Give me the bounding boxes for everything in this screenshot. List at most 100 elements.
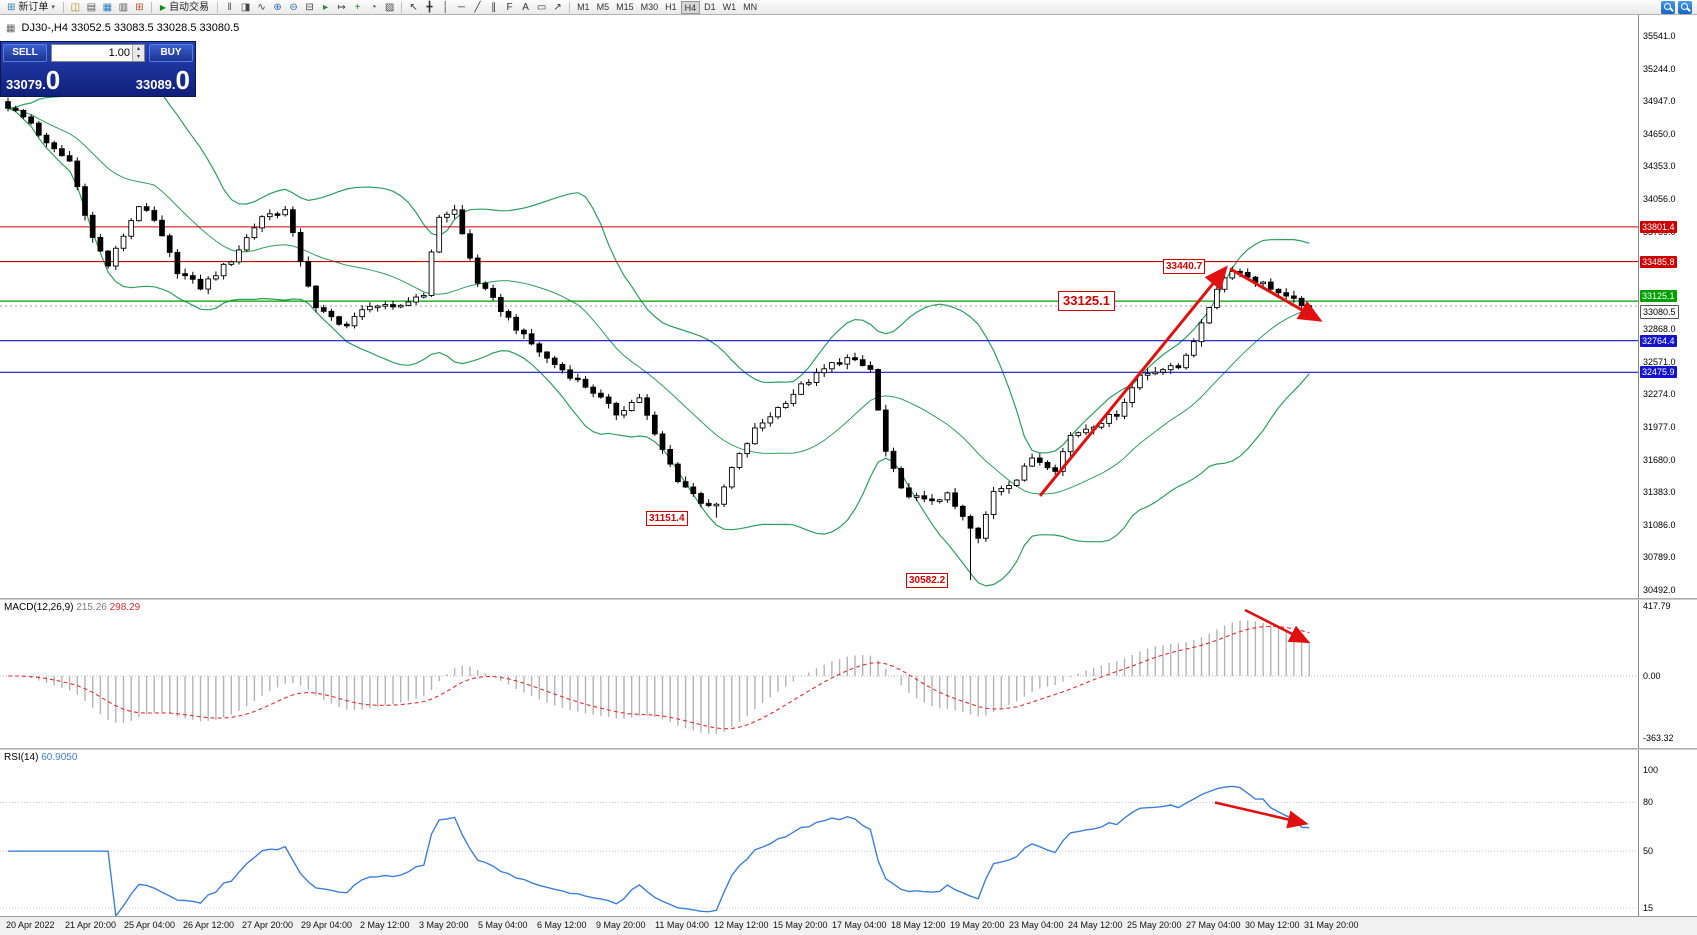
price-chart-canvas[interactable]: [0, 15, 1638, 598]
buy-price-main: 33089.: [135, 77, 176, 92]
time-label: 23 May 04:00: [1009, 920, 1064, 930]
vertical-line-icon[interactable]: │: [442, 1, 449, 13]
volume-stepper[interactable]: ▴ ▾: [132, 45, 144, 61]
autotrading-label: 自动交易: [169, 1, 210, 13]
time-label: 29 Apr 04:00: [301, 920, 353, 930]
channel-icon[interactable]: ∥: [491, 1, 497, 13]
time-label: 27 May 04:00: [1186, 920, 1241, 930]
panel-separator[interactable]: [0, 748, 1697, 750]
trendline-icon[interactable]: ╱: [474, 1, 481, 13]
price-tick: 34353.0: [1643, 161, 1676, 172]
timeframe-M5[interactable]: M5: [596, 1, 610, 12]
cursor-icon[interactable]: ↖: [409, 1, 418, 13]
buy-button[interactable]: BUY: [149, 44, 193, 62]
charts-window-icon[interactable]: ◫: [70, 1, 81, 13]
rsi-label: RSI(14) 60.9050: [4, 752, 77, 763]
price-tick: 30789.0: [1643, 552, 1676, 563]
horizontal-line-icon[interactable]: ─: [458, 1, 466, 13]
price-tick: 35244.0: [1643, 63, 1676, 74]
arrow-tool-icon[interactable]: ↗: [553, 1, 562, 13]
macd-panel[interactable]: MACD(12,26,9) 215.26 298.29: [0, 600, 1638, 748]
time-label: 25 Apr 04:00: [124, 920, 176, 930]
price-line-label: 32475.9: [1640, 366, 1677, 379]
timeframe-W1[interactable]: W1: [722, 1, 737, 12]
main-chart-panel[interactable]: ▦ DJ30-,H4 33052.5 33083.5 33028.5 33080…: [0, 15, 1638, 598]
price-tick: 32571.0: [1643, 356, 1676, 367]
time-label: 30 May 12:00: [1245, 920, 1300, 930]
time-label: 31 May 20:00: [1304, 920, 1359, 930]
text-icon[interactable]: A: [522, 1, 529, 13]
time-label: 19 May 20:00: [950, 920, 1005, 930]
rsi-axis-value: 50: [1643, 846, 1654, 857]
volume-input[interactable]: 1.00 ▴ ▾: [51, 44, 145, 62]
price-line-label: 32764.4: [1640, 334, 1677, 347]
time-label: 17 May 04:00: [832, 920, 887, 930]
toolbar: ⊞ 新订单 ▾ ◫ ▤ ▦ ▥ ⊞ ▶ 自动交易 ‖ ◨ ∿ ⊕ ⊖ ⊟ ▸ ↦ + ◔ ▨ ↖ ╋ │ ─ ╱ ∥ F…: [0, 0, 1697, 15]
price-annotation[interactable]: 31151.4: [646, 510, 688, 526]
periods-icon[interactable]: ◔: [370, 1, 377, 13]
stepper-up-icon[interactable]: ▴: [133, 45, 144, 53]
navigator-icon[interactable]: ⊞: [135, 1, 144, 13]
price-annotation[interactable]: 33125.1: [1058, 291, 1115, 312]
bar-chart-icon[interactable]: ‖: [227, 1, 232, 13]
zoom-in-icon[interactable]: ⊕: [273, 1, 282, 13]
profiles-icon[interactable]: ▤: [86, 1, 97, 13]
price-line-label: 33125.1: [1640, 290, 1677, 303]
templates-icon[interactable]: ▨: [384, 1, 395, 13]
volume-value: 1.00: [108, 47, 130, 59]
buy-price[interactable]: 33089.0: [135, 67, 190, 94]
chart-icons-group: ‖ ◨ ∿ ⊕ ⊖ ⊟ ▸ ↦ + ◔ ▨: [222, 1, 397, 14]
rsi-panel[interactable]: RSI(14) 60.9050: [0, 750, 1638, 916]
market-watch-icon[interactable]: ▦: [102, 1, 113, 13]
shapes-icon[interactable]: ▭: [536, 1, 547, 13]
macd-canvas[interactable]: [0, 600, 1638, 748]
chart-symbol-label: DJ30-,H4: [21, 22, 68, 34]
time-axis[interactable]: 20 Apr 2022 21 Apr 20:00 25 Apr 04:00 26 Ap…: [0, 916, 1697, 935]
zoom-out-icon[interactable]: ⊖: [289, 1, 298, 13]
new-order-icon: ⊞: [7, 1, 16, 13]
search-plus-icon[interactable]: [1678, 0, 1692, 14]
stepper-down-icon[interactable]: ▾: [133, 53, 144, 61]
rsi-value: 60.9050: [41, 752, 78, 763]
time-label: 12 May 12:00: [714, 920, 769, 930]
timeframe-M30[interactable]: M30: [640, 1, 659, 12]
new-order-label: 新订单: [18, 1, 49, 13]
rsi-canvas[interactable]: [0, 750, 1638, 916]
price-tick: 31383.0: [1643, 487, 1676, 498]
macd-axis-value: 417.79: [1643, 601, 1671, 611]
price-annotation[interactable]: 30582.2: [906, 573, 949, 589]
candlestick-chart-icon[interactable]: ◨: [240, 1, 251, 13]
timeframe-H4[interactable]: H4: [680, 0, 701, 14]
panel-separator[interactable]: [0, 598, 1697, 600]
timeframe-M15[interactable]: M15: [616, 1, 634, 12]
time-label: 6 May 12:00: [537, 920, 587, 930]
rsi-axis-value: 100: [1643, 765, 1659, 775]
sell-price-main: 33079.: [6, 77, 46, 92]
price-axis[interactable]: 35541.0 35244.0 34947.0 34650.0 34353.0 34056…: [1638, 15, 1697, 916]
indicators-icon[interactable]: +: [354, 1, 361, 13]
timeframe-MN[interactable]: MN: [743, 1, 758, 12]
fibonacci-icon[interactable]: F: [506, 1, 513, 13]
rsi-name: RSI(14): [4, 752, 39, 763]
sell-price[interactable]: 33079.0: [6, 67, 60, 94]
chart-shift-icon[interactable]: ↦: [337, 1, 346, 13]
price-tick: 34650.0: [1643, 128, 1676, 139]
search-symbol-icon[interactable]: [1661, 0, 1675, 14]
price-annotation[interactable]: 33440.7: [1163, 259, 1206, 275]
new-order-button[interactable]: ⊞ 新订单 ▾: [3, 1, 59, 14]
tile-windows-icon[interactable]: ⊟: [305, 1, 314, 13]
auto-scroll-icon[interactable]: ▸: [323, 1, 329, 13]
crosshair-icon[interactable]: ╋: [426, 1, 433, 13]
data-window-icon[interactable]: ▥: [118, 1, 129, 13]
autotrading-button[interactable]: ▶ 自动交易: [156, 1, 213, 14]
timeframe-H1[interactable]: H1: [665, 1, 677, 12]
toolbar-separator: [401, 1, 403, 13]
sell-button[interactable]: SELL: [3, 44, 47, 62]
line-chart-icon[interactable]: ∿: [257, 1, 266, 13]
price-tick: 30492.0: [1643, 585, 1676, 596]
timeframe-M1[interactable]: M1: [577, 1, 590, 12]
price-tick: 31977.0: [1643, 422, 1676, 433]
timeframe-D1[interactable]: D1: [704, 1, 716, 12]
price-tick: 34947.0: [1643, 96, 1676, 107]
drawing-tools-group: ↖ ╋ │ ─ ╱ ∥ F A ▭ ↗: [406, 1, 565, 14]
